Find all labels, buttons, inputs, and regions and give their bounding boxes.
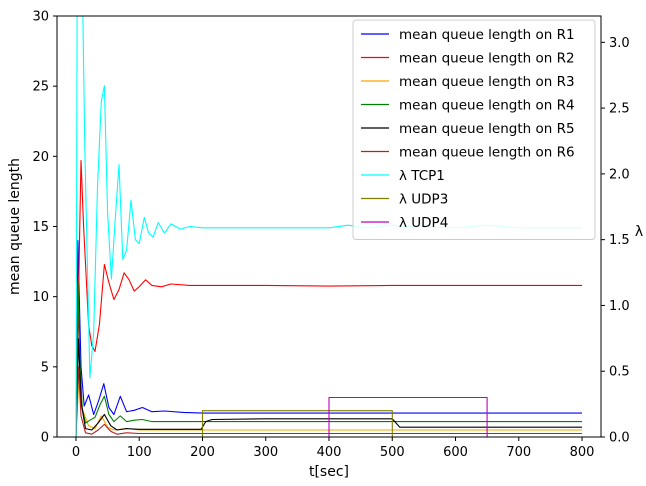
series-layer [75, 16, 582, 437]
y-tick-label: 20 [32, 150, 49, 165]
y-axis-left: 0 5 10 15 20 25 30 [32, 10, 57, 446]
series-line-4 [75, 282, 582, 437]
y-tick-label: 5 [41, 360, 49, 375]
legend-entry: mean queue length on R3 [399, 74, 575, 90]
y2-axis-label: λ [635, 224, 643, 240]
x-axis: 0 100 200 300 400 500 600 700 800 [72, 437, 595, 460]
x-tick-label: 200 [190, 445, 215, 460]
legend-entry: λ UDP3 [399, 192, 448, 208]
y-tick-label: 25 [32, 80, 49, 95]
x-tick-label: 300 [253, 445, 278, 460]
series-line-8 [76, 410, 582, 437]
y-axis-right: 0.0 0.5 1.0 1.5 2.0 2.5 3.0 [601, 36, 630, 446]
y2-tick-label: 0.5 [609, 365, 630, 380]
x-tick-label: 400 [317, 445, 342, 460]
x-tick-label: 600 [443, 445, 468, 460]
y-tick-label: 15 [32, 220, 49, 235]
legend-entry: mean queue length on R4 [399, 98, 575, 114]
series-line-1 [75, 239, 582, 437]
legend-entry: mean queue length on R6 [399, 145, 575, 161]
y2-tick-label: 2.0 [609, 167, 630, 182]
x-axis-label: t[sec] [309, 464, 349, 480]
series-line-9 [76, 396, 582, 437]
x-tick-label: 100 [127, 445, 152, 460]
series-line-5 [75, 338, 582, 437]
legend: mean queue length on R1 mean queue length… [352, 19, 596, 240]
y2-tick-label: 3.0 [609, 36, 630, 51]
x-tick-label: 0 [72, 445, 80, 460]
series-line-2 [75, 159, 582, 437]
legend-entry: λ UDP4 [399, 215, 448, 231]
y2-tick-label: 1.0 [609, 299, 630, 314]
y-tick-label: 10 [32, 290, 49, 305]
legend-entry: mean queue length on R2 [399, 51, 575, 67]
y-tick-label: 30 [32, 10, 49, 25]
y-axis-label: mean queue length [7, 158, 23, 295]
y-tick-label: 0 [41, 431, 49, 446]
legend-entry: λ TCP1 [399, 168, 445, 184]
x-tick-label: 800 [570, 445, 595, 460]
x-tick-label: 500 [380, 445, 405, 460]
legend-entry: mean queue length on R5 [399, 121, 575, 137]
y2-tick-label: 2.5 [609, 102, 630, 117]
legend-box [352, 19, 596, 240]
y2-tick-label: 1.5 [609, 233, 630, 248]
y2-tick-label: 0.0 [609, 431, 630, 446]
x-tick-label: 700 [506, 445, 531, 460]
legend-entry: mean queue length on R1 [399, 27, 575, 43]
